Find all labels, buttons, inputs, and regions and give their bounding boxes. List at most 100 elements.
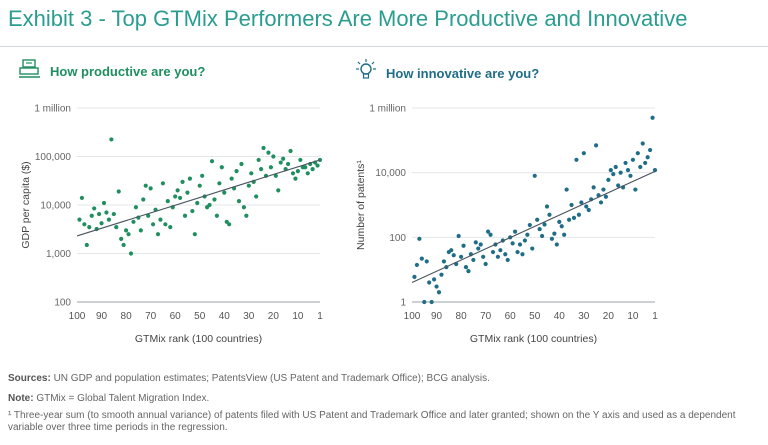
note-label: Note:: [8, 393, 34, 404]
page-title: Exhibit 3 - Top GTMix Performers Are Mor…: [8, 6, 688, 31]
left-data-point: [266, 150, 271, 155]
right-data-point: [417, 236, 422, 241]
left-data-point: [246, 183, 251, 188]
left-data-point: [222, 190, 227, 195]
sources-text: UN GDP and population estimates; Patents…: [50, 373, 490, 384]
right-data-point: [466, 269, 471, 274]
left-data-point: [293, 176, 298, 181]
left-data-point: [106, 217, 112, 222]
left-data-point: [160, 181, 166, 186]
left-chart-subtitle: How productive are you?: [50, 64, 206, 79]
left-data-point: [214, 213, 220, 218]
left-data-point: [121, 242, 126, 248]
left-data-point: [182, 213, 188, 218]
right-data-point: [535, 217, 540, 222]
left-data-point: [123, 228, 129, 233]
right-data-point: [547, 212, 552, 217]
left-data-point: [273, 173, 278, 178]
left-data-point: [177, 195, 183, 201]
right-data-point: [505, 257, 510, 263]
right-data-point: [451, 253, 456, 258]
footnote: ¹ Three-year sum (to smooth annual varia…: [8, 410, 736, 433]
right-y-tick-label: 100: [389, 233, 406, 244]
left-data-point: [168, 225, 173, 230]
right-data-point: [611, 172, 616, 177]
left-data-point: [212, 197, 217, 202]
left-data-point: [290, 171, 296, 176]
left-data-point: [111, 211, 116, 217]
left-data-point: [146, 213, 151, 218]
left-data-point: [92, 206, 97, 211]
left-data-point: [175, 188, 180, 193]
right-data-point: [530, 246, 535, 251]
left-data-point: [187, 176, 193, 181]
right-x-tick-label: 40: [554, 311, 566, 322]
right-y-tick-label: 1 million: [369, 104, 406, 115]
left-data-point: [195, 200, 200, 206]
definition-note: Note: GTMix = Global Talent Migration In…: [8, 393, 209, 404]
right-data-point: [544, 204, 550, 209]
right-data-point: [537, 226, 542, 232]
left-data-point: [281, 156, 286, 161]
right-data-point: [525, 232, 530, 237]
left-x-tick-label: 30: [243, 311, 255, 322]
right-data-point: [503, 252, 508, 257]
left-data-point: [150, 222, 156, 227]
right-data-point: [510, 241, 515, 246]
right-data-point: [532, 173, 537, 178]
right-data-point: [552, 231, 557, 236]
left-x-tick-label: 50: [194, 311, 206, 322]
left-data-point: [244, 213, 249, 218]
left-x-tick-label: 40: [219, 311, 231, 322]
right-data-point: [483, 261, 488, 267]
left-data-point: [200, 173, 205, 178]
left-data-point: [126, 232, 131, 237]
right-data-point: [481, 254, 486, 259]
left-data-point: [271, 154, 276, 159]
right-data-point: [463, 265, 469, 270]
right-data-point: [559, 224, 564, 229]
left-data-point: [158, 217, 163, 222]
left-x-tick-label: 80: [121, 311, 133, 322]
left-data-point: [254, 194, 259, 199]
right-data-point: [542, 222, 547, 227]
left-x-tick-label: 90: [96, 311, 108, 322]
left-x-tick-label: 1: [317, 311, 323, 322]
left-data-point: [96, 211, 102, 217]
right-data-point: [586, 207, 591, 213]
left-data-point: [163, 222, 168, 227]
sources-note: Sources: UN GDP and population estimates…: [8, 373, 490, 384]
right-data-point: [490, 249, 496, 255]
right-data-point: [571, 215, 577, 220]
left-data-point: [89, 213, 94, 218]
left-data-point: [258, 166, 264, 172]
right-data-point: [473, 240, 478, 245]
left-y-axis-title: GDP per capita ($): [20, 161, 32, 248]
left-data-point: [256, 157, 261, 163]
left-data-point: [143, 183, 148, 188]
left-data-point: [276, 188, 281, 193]
left-y-tick-label: 1,000: [46, 249, 71, 260]
right-data-point: [520, 252, 525, 257]
right-data-point: [647, 147, 653, 153]
right-x-tick-label: 60: [505, 311, 517, 322]
right-data-point: [517, 242, 523, 247]
right-data-point: [581, 151, 586, 156]
left-x-tick-label: 10: [292, 311, 304, 322]
right-data-point: [476, 246, 481, 251]
right-x-tick-label: 20: [603, 311, 615, 322]
left-data-point: [173, 194, 178, 199]
left-data-point: [119, 236, 124, 242]
left-x-tick-label: 70: [145, 311, 157, 322]
right-data-point: [630, 157, 636, 162]
left-x-tick-label: 20: [268, 311, 280, 322]
left-y-tick-label: 100: [54, 298, 71, 309]
right-data-point: [515, 249, 520, 255]
right-chart-subtitle: How innovative are you?: [386, 66, 540, 81]
right-data-point: [564, 187, 569, 192]
left-data-point: [219, 165, 224, 170]
right-data-point: [562, 232, 567, 237]
left-data-point: [261, 145, 266, 151]
right-data-point: [557, 219, 562, 225]
left-data-point: [207, 202, 212, 208]
